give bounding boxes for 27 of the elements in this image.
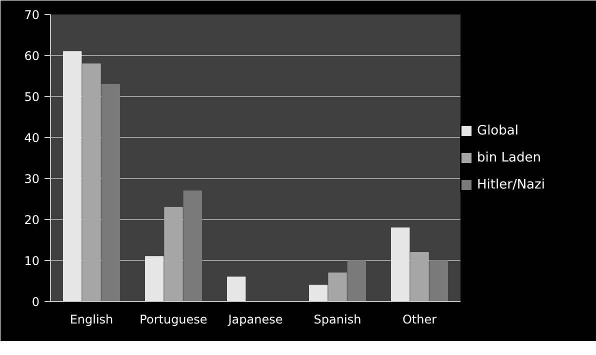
y-tick-label: 70 bbox=[24, 8, 40, 22]
y-tick-label: 0 bbox=[32, 295, 40, 309]
y-tick-label: 30 bbox=[24, 172, 40, 186]
y-tick-label: 50 bbox=[24, 90, 40, 104]
y-tick-label: 20 bbox=[24, 213, 40, 227]
x-tick-label: English bbox=[70, 312, 114, 326]
y-tick-label: 60 bbox=[24, 49, 40, 63]
legend-label: Hitler/Nazi bbox=[477, 177, 545, 192]
bar bbox=[309, 284, 328, 302]
bar bbox=[145, 256, 164, 302]
bar bbox=[391, 227, 410, 302]
x-tick-label: Other bbox=[402, 312, 437, 326]
x-tick-label: Japanese bbox=[227, 312, 283, 326]
legend-label: bin Laden bbox=[477, 150, 541, 165]
bar bbox=[347, 260, 366, 302]
x-tick-label: Portuguese bbox=[140, 312, 208, 326]
legend-label: Global bbox=[477, 123, 518, 138]
bar bbox=[101, 84, 120, 302]
y-tick-label: 40 bbox=[24, 131, 40, 145]
bar bbox=[183, 190, 202, 302]
x-tick-label: Spanish bbox=[314, 312, 362, 326]
bar bbox=[63, 51, 82, 302]
y-tick-label: 10 bbox=[24, 254, 40, 268]
bar bbox=[82, 63, 101, 302]
bar bbox=[429, 260, 448, 302]
bar bbox=[328, 272, 347, 302]
bar bbox=[227, 276, 246, 302]
